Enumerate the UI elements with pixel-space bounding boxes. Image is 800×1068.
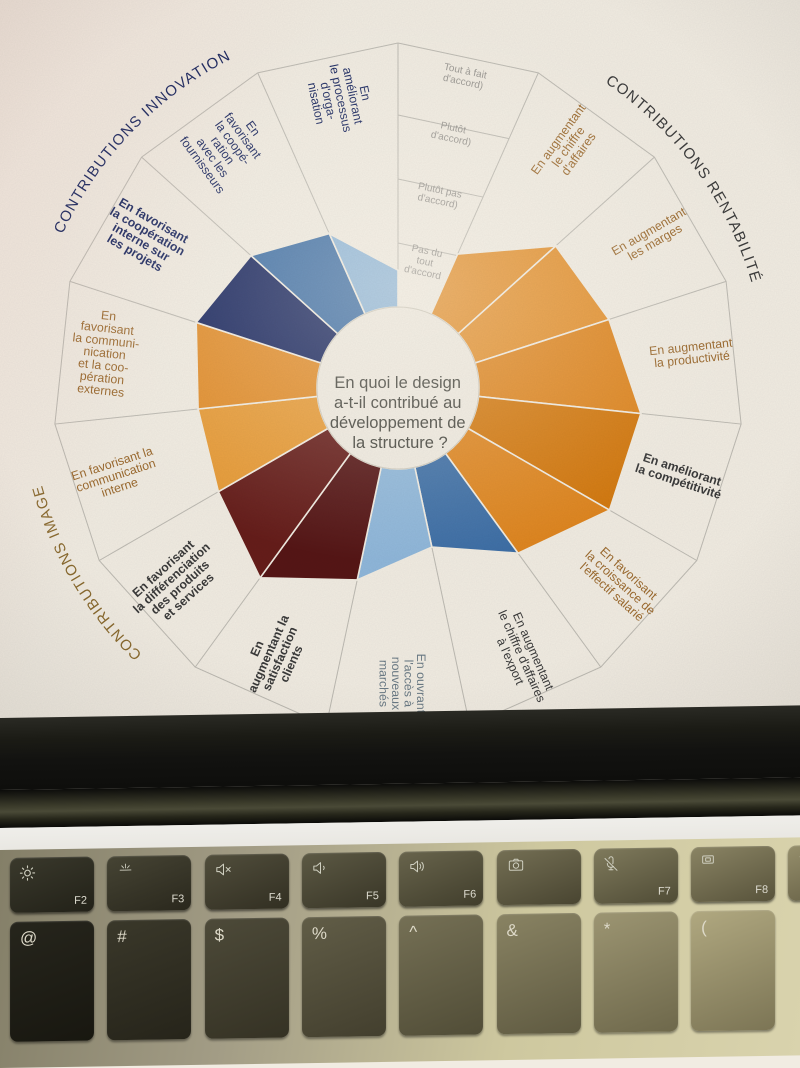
svg-text:En ouvrantl'accès ànouveauxmar: En ouvrantl'accès ànouveauxmarchés <box>376 654 428 714</box>
